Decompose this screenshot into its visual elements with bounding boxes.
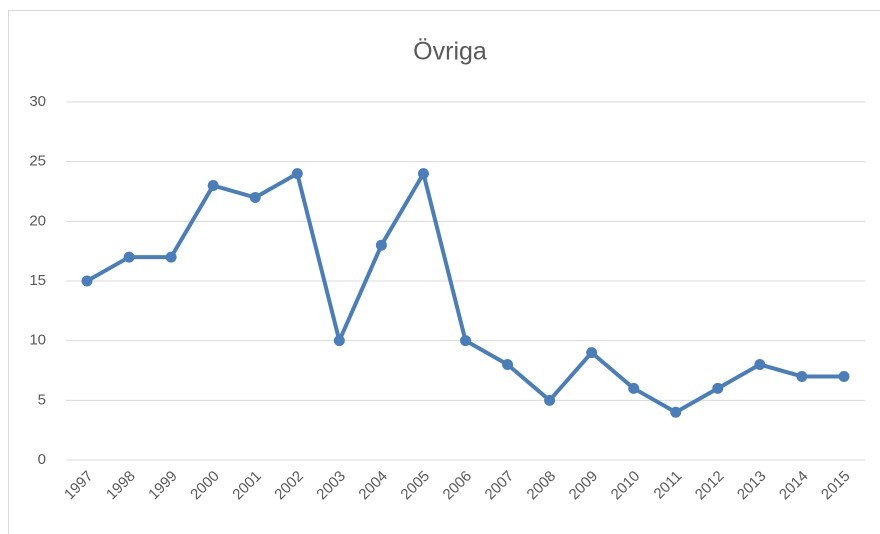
marker — [628, 382, 640, 394]
marker — [670, 406, 682, 418]
marker — [81, 275, 93, 287]
y-tick-label: 20 — [29, 212, 46, 229]
marker — [586, 347, 598, 359]
chart-frame — [8, 10, 880, 534]
marker — [333, 335, 345, 347]
y-tick-label: 0 — [38, 451, 46, 468]
marker — [291, 168, 303, 180]
marker — [123, 251, 135, 263]
marker — [754, 359, 766, 371]
marker — [502, 359, 514, 371]
y-tick-label: 15 — [29, 272, 46, 289]
y-tick-label: 30 — [29, 93, 46, 110]
marker — [375, 239, 387, 251]
marker — [796, 370, 808, 382]
y-tick-label: 10 — [29, 332, 46, 349]
marker — [544, 394, 556, 406]
marker — [417, 168, 429, 180]
y-tick-label: 5 — [38, 391, 46, 408]
marker — [460, 335, 471, 347]
y-tick-label: 25 — [29, 153, 46, 170]
chart-title: Övriga — [413, 38, 487, 66]
marker — [207, 180, 219, 192]
marker — [249, 191, 261, 203]
marker — [712, 382, 724, 394]
marker — [165, 251, 177, 263]
marker — [838, 370, 850, 382]
